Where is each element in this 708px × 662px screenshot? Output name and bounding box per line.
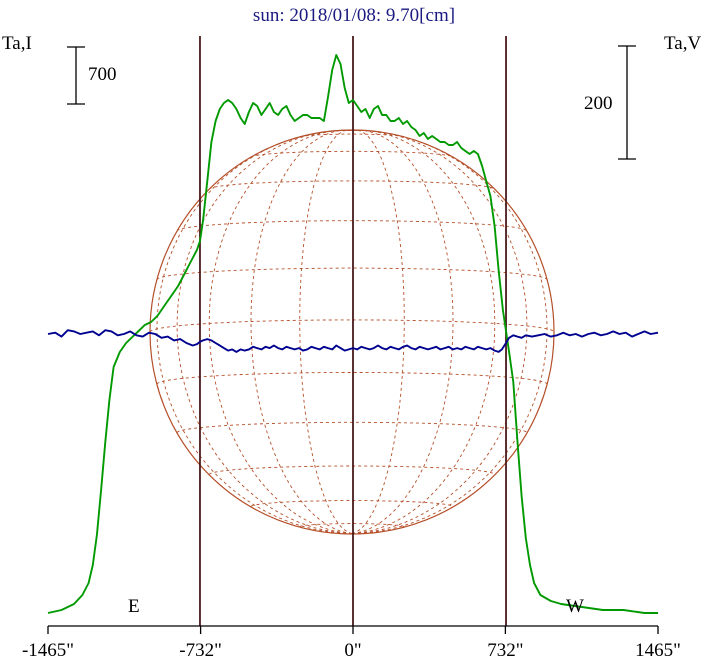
- left-axis-label: Ta,I: [2, 33, 32, 54]
- left-scale-bar: [67, 46, 85, 105]
- longitude-line: [208, 129, 353, 535]
- right-scale-bar: [618, 45, 636, 160]
- longitude-line: [156, 129, 353, 535]
- limb-label-east: E: [128, 596, 140, 617]
- series-layer: [47, 54, 659, 614]
- x-tick-label: 1465": [635, 640, 681, 661]
- latitude-line: [208, 465, 496, 475]
- limb-label-west: W: [566, 596, 584, 617]
- equator-line: [149, 319, 555, 333]
- latitude-line: [299, 133, 405, 138]
- longitude-line: [351, 129, 454, 535]
- latitude-line: [299, 523, 405, 528]
- x-axis-ticks: -1465" -732" 0" 732" 1465": [22, 626, 681, 661]
- longitude-line: [351, 129, 405, 535]
- chart-title: sun: 2018/01/08: 9.70[cm]: [253, 5, 455, 26]
- right-scale-value: 200: [584, 93, 613, 114]
- x-tick-label: 732": [487, 640, 523, 661]
- limb-lines: [199, 36, 507, 626]
- polarization-series-line: [47, 329, 659, 353]
- x-tick-label: -1465": [22, 640, 74, 661]
- latitude-line: [156, 267, 548, 281]
- longitude-line: [250, 129, 353, 535]
- longitude-line: [351, 129, 496, 535]
- latitude-line: [250, 500, 454, 507]
- latitude-line: [176, 220, 528, 232]
- intensity-series-line: [47, 54, 658, 614]
- longitude-line: [299, 129, 353, 535]
- longitude-line: [351, 129, 528, 535]
- longitude-line: [351, 129, 548, 535]
- right-axis-label: Ta,V: [664, 33, 701, 54]
- solar-disk-grid: [149, 129, 555, 535]
- left-scale-value: 700: [88, 64, 117, 85]
- longitude-line: [176, 129, 353, 535]
- x-tick-label: 0": [344, 640, 361, 661]
- x-tick-label: -732": [179, 640, 222, 661]
